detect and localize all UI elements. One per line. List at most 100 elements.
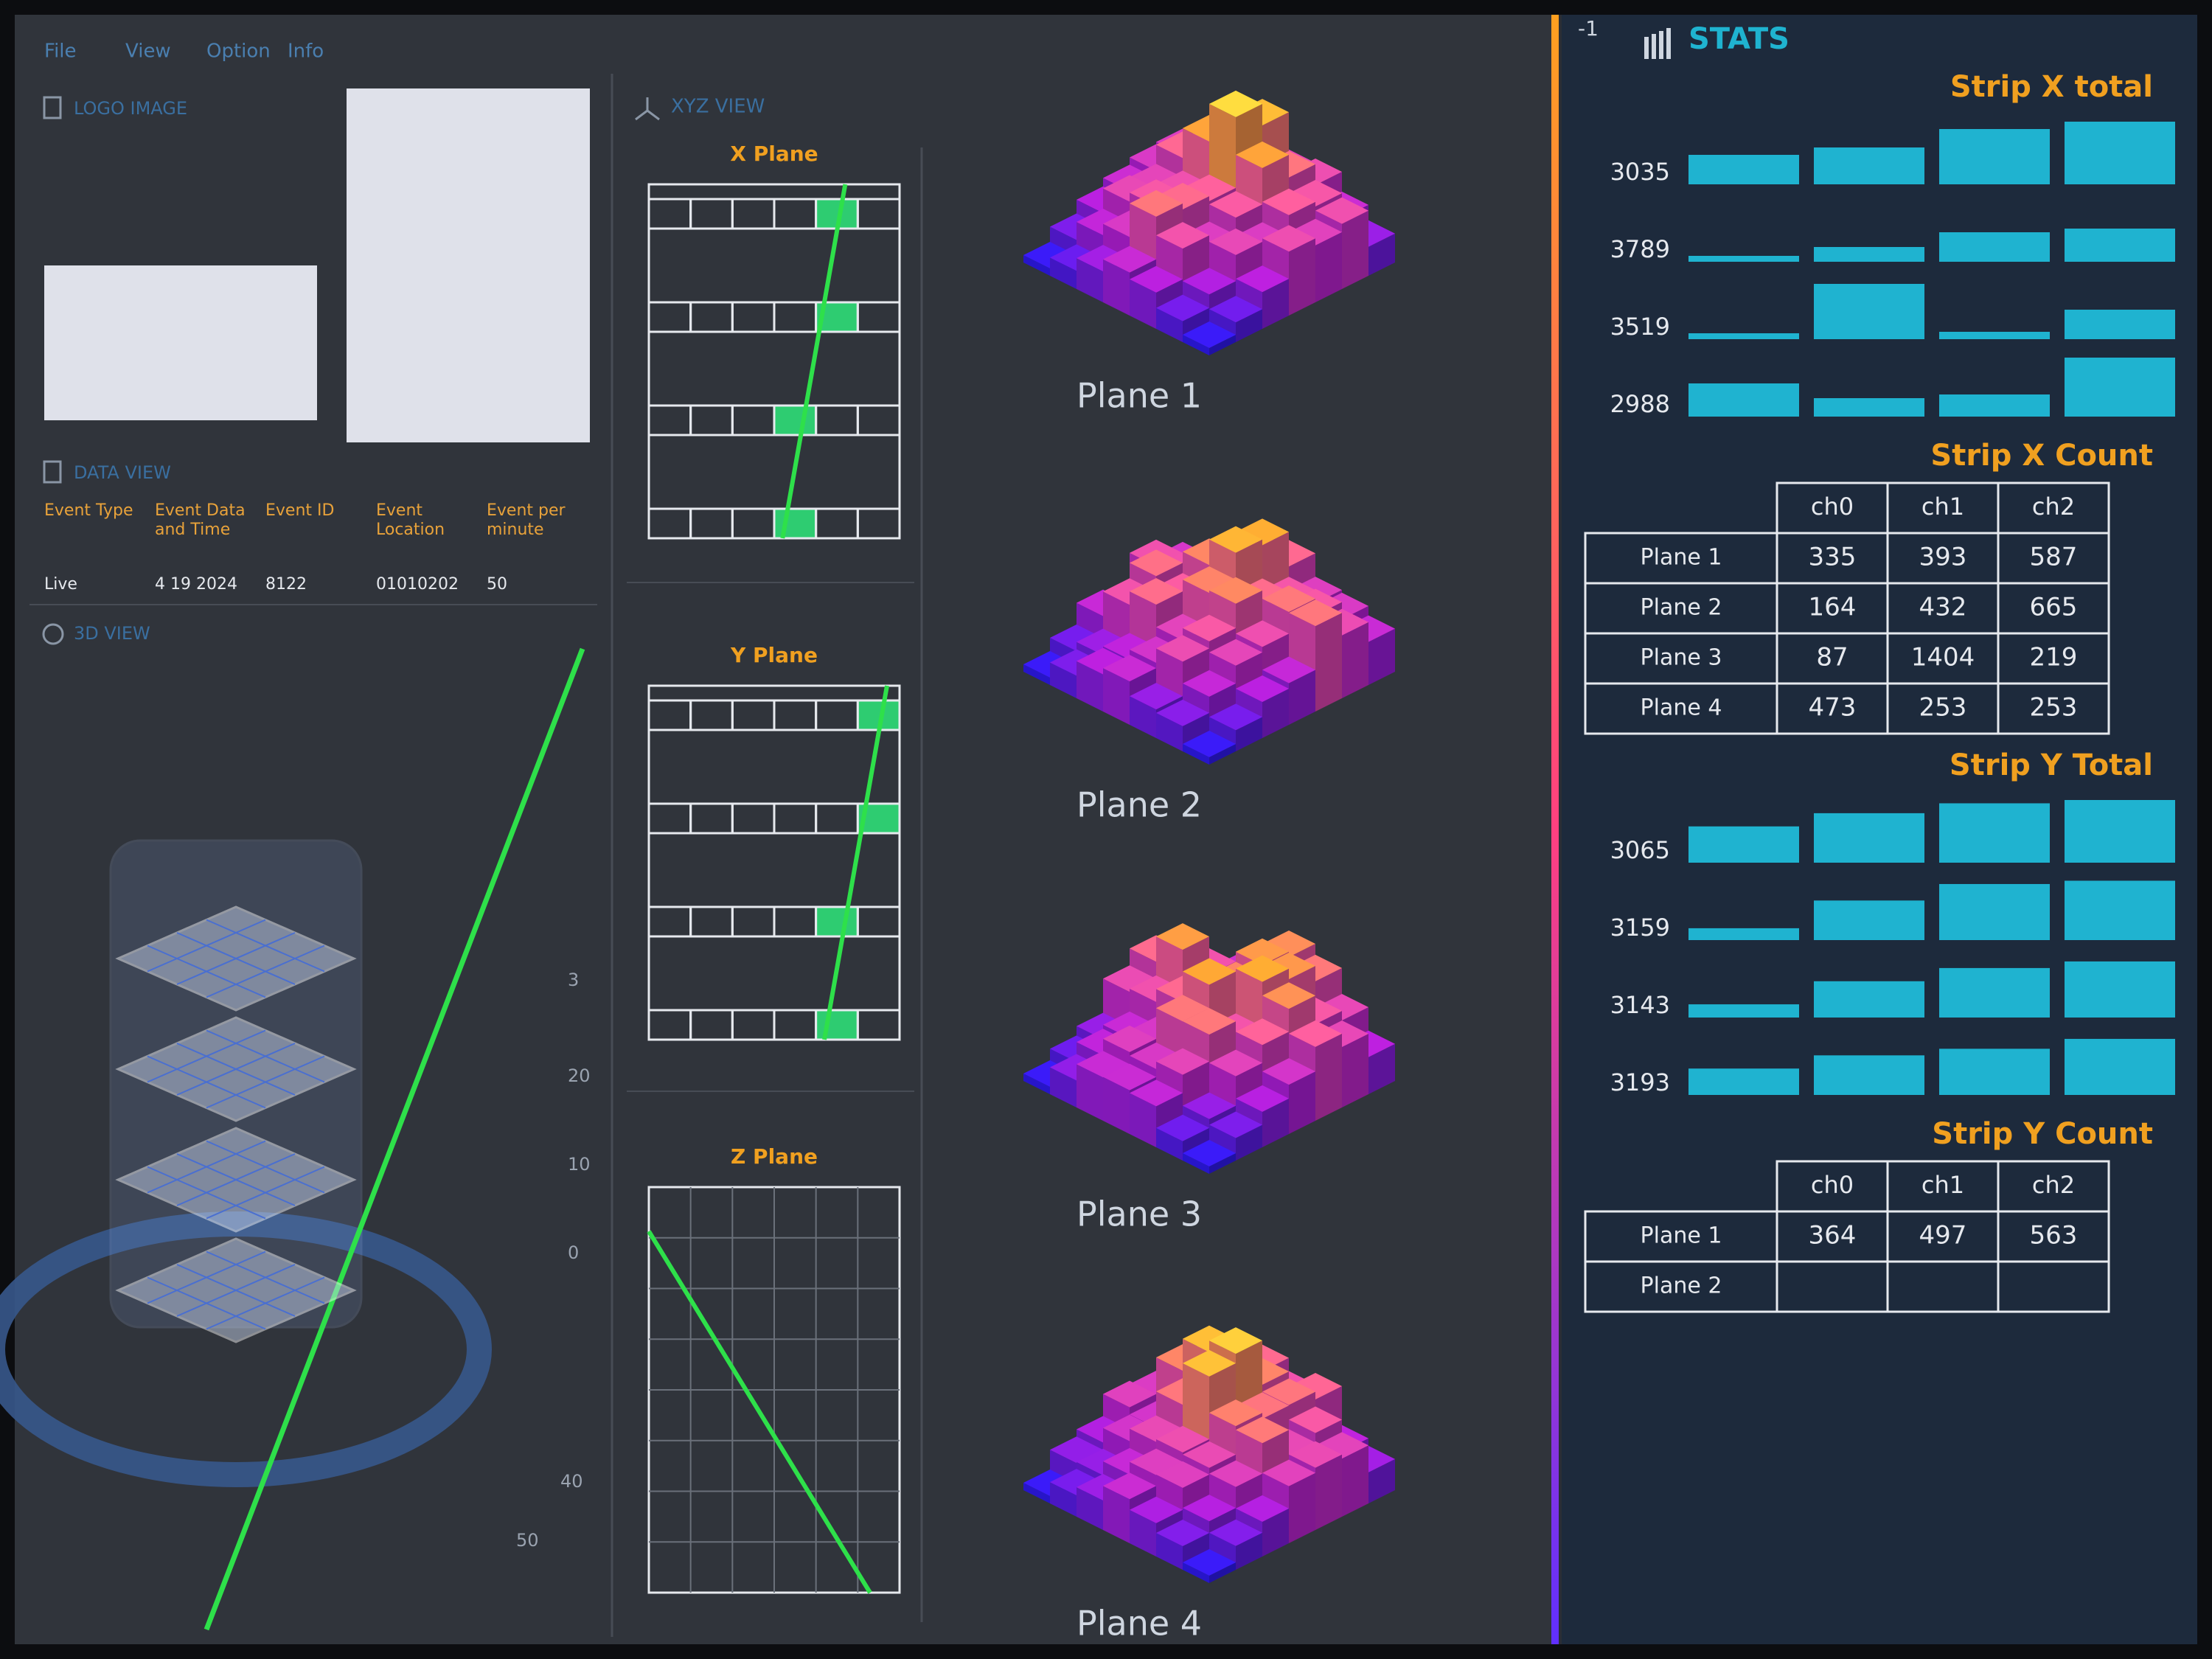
block-top (1156, 294, 1209, 321)
strip-bar (2065, 310, 2175, 339)
section-title: Strip Y Count (1932, 1117, 2153, 1151)
strip-bar (1688, 1004, 1799, 1018)
data-value: 8122 (265, 575, 307, 594)
block-top (1209, 191, 1262, 218)
row-label: Plane 2 (1641, 1273, 1722, 1299)
strip-bar (2065, 122, 2175, 184)
block-top (1183, 614, 1236, 641)
axis-label: 50 (516, 1530, 539, 1551)
plane-title: X Plane (730, 142, 818, 166)
strip-bar (2065, 880, 2175, 940)
block-top (1289, 1441, 1342, 1468)
table-value: 87 (1816, 643, 1848, 672)
block-side (1236, 309, 1262, 342)
block-top (1262, 225, 1315, 252)
block-top (1209, 1111, 1262, 1138)
block-side (1183, 335, 1209, 355)
table-value: 253 (1919, 693, 1967, 723)
block-side (1183, 1153, 1209, 1174)
strip-cell (856, 404, 901, 437)
strip-bar (1688, 333, 1799, 339)
stats-icon (1666, 28, 1671, 59)
strip-bar (1939, 803, 2050, 863)
table-value: 164 (1809, 593, 1857, 622)
corner-label: -1 (1578, 16, 1599, 41)
block-top (1156, 635, 1209, 662)
menu-item: Option (206, 41, 271, 63)
block-top (1209, 1049, 1262, 1077)
row-label: 3065 (1610, 836, 1670, 864)
panel-title: XYZ VIEW (671, 96, 765, 118)
block-top (1262, 188, 1315, 215)
panel-title: DATA VIEW (74, 462, 171, 483)
table-value: 335 (1809, 543, 1857, 572)
strip-bar (2065, 358, 2175, 417)
table-cell (1997, 1260, 2110, 1313)
block-side (1103, 1486, 1130, 1543)
data-label: Event per minute (487, 501, 566, 539)
histogram-label: Plane 2 (1077, 785, 1202, 825)
block-side (1368, 233, 1395, 276)
strip-bar (1688, 383, 1799, 417)
table-value: 219 (2030, 643, 2078, 672)
block-top (1262, 982, 1315, 1009)
block-side (1183, 744, 1209, 765)
block-top (1103, 1472, 1156, 1500)
block-top (1183, 268, 1236, 295)
stats-icon (1659, 31, 1663, 59)
row-label: 3789 (1610, 235, 1670, 263)
block-top (1209, 296, 1262, 323)
block-side (1315, 1454, 1342, 1530)
menu-item: View (125, 41, 171, 63)
block-side (1289, 669, 1315, 725)
strip-bar (2065, 800, 2175, 863)
block-top (1130, 189, 1183, 217)
block-top (1183, 958, 1236, 985)
divider (1551, 15, 1559, 1644)
block-side (1023, 664, 1050, 685)
block-top (1183, 731, 1236, 757)
strip-bar (1688, 256, 1799, 262)
column-header: ch1 (1921, 1171, 1964, 1199)
block-top (1156, 222, 1209, 249)
column-header: ch0 (1811, 1171, 1854, 1199)
panel-title: LOGO IMAGE (74, 98, 187, 119)
block-side (1130, 279, 1156, 329)
block-side (1368, 1458, 1395, 1503)
block-side (1236, 717, 1262, 751)
block-side (1209, 1562, 1236, 1583)
block-side (1077, 1064, 1103, 1121)
block-top (1183, 1549, 1236, 1576)
strip-bar (1814, 900, 1924, 940)
plane-grid (206, 1055, 325, 1109)
row-label: Plane 1 (1641, 1223, 1722, 1249)
block-side (1368, 1043, 1395, 1094)
row-label: Plane 4 (1641, 695, 1722, 721)
strip-bar (1814, 147, 1924, 184)
menu-item: File (44, 41, 77, 63)
block-top (1262, 1459, 1315, 1486)
table-value: 393 (1919, 543, 1967, 572)
block-top (1262, 1378, 1315, 1405)
strip-cell (856, 301, 901, 333)
strip-bar (1814, 247, 1924, 262)
block-side (1289, 1472, 1315, 1543)
block-top (1236, 620, 1289, 647)
table-value: 473 (1809, 693, 1857, 723)
block-side (1209, 744, 1236, 765)
block-side (1130, 1509, 1156, 1557)
panel-icon (42, 623, 64, 645)
block-side (1236, 1124, 1262, 1161)
block-side (1262, 1098, 1289, 1147)
block-side (1077, 661, 1103, 712)
section-title: Strip X total (1950, 70, 2153, 104)
panel-icon (635, 97, 660, 121)
track-line (780, 184, 848, 539)
logo-image (44, 265, 317, 420)
block-side (1130, 696, 1156, 738)
block-side (1023, 1074, 1050, 1094)
panel-icon (43, 96, 62, 119)
plane-title: Z Plane (731, 1144, 818, 1169)
